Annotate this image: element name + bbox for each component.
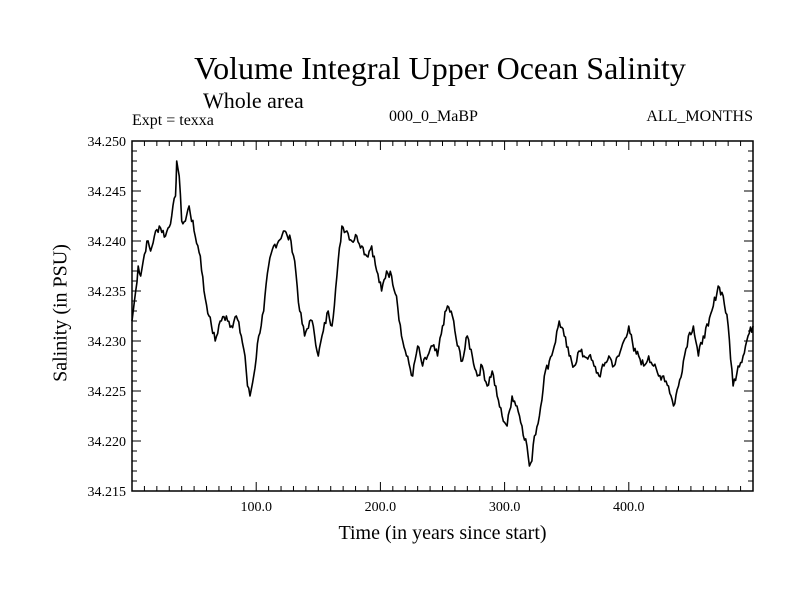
x-tick-label: 200.0 xyxy=(365,500,397,515)
chart-subtitle: Whole area xyxy=(203,88,304,113)
y-tick-label: 34.250 xyxy=(88,135,127,150)
salinity-line xyxy=(131,160,754,467)
y-tick-label: 34.235 xyxy=(88,285,127,300)
x-tick-label: 400.0 xyxy=(613,500,645,515)
y-tick-label: 34.245 xyxy=(88,185,127,200)
plot-frame xyxy=(131,140,754,492)
experiment-label: Expt = texxa xyxy=(132,112,214,129)
x-tick-label: 300.0 xyxy=(489,500,521,515)
y-tick-label: 34.230 xyxy=(88,335,127,350)
model-label: 000_0_MaBP xyxy=(389,108,478,125)
y-tick-label: 34.240 xyxy=(88,235,127,250)
tick-labels: 100.0 200.0 300.0 400.0 34.250 34.245 34.240 34… xyxy=(88,135,645,515)
months-label: ALL_MONTHS xyxy=(646,108,753,125)
x-axis-label: Time (in years since start) xyxy=(338,522,547,544)
y-tick-label: 34.225 xyxy=(88,385,127,400)
y-tick-label: 34.215 xyxy=(88,485,127,500)
chart-title: Volume Integral Upper Ocean Salinity xyxy=(194,50,686,86)
x-tick-label: 100.0 xyxy=(240,500,272,515)
axis-ticks xyxy=(132,141,753,491)
y-tick-label: 34.220 xyxy=(88,435,127,450)
